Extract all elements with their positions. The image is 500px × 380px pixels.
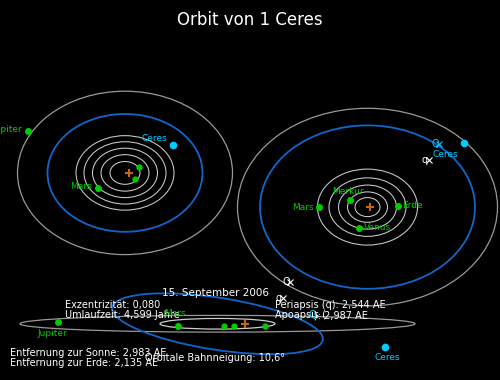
- Text: Venus: Venus: [364, 223, 391, 233]
- Text: Jupiter: Jupiter: [0, 125, 22, 134]
- Text: Apoapsis (: Apoapsis (: [275, 310, 326, 320]
- Text: Jupiter: Jupiter: [38, 329, 68, 338]
- Text: Orbitale Bahnneigung: 10,6°: Orbitale Bahnneigung: 10,6°: [145, 353, 285, 363]
- Text: Mars: Mars: [164, 309, 186, 318]
- Text: Ceres: Ceres: [374, 353, 400, 363]
- Text: 15. September 2006: 15. September 2006: [162, 288, 268, 298]
- Text: ): 2,987 AE: ): 2,987 AE: [314, 310, 368, 320]
- Text: Exzentrizität: 0,080: Exzentrizität: 0,080: [65, 300, 160, 310]
- Text: Q: Q: [308, 310, 316, 320]
- Text: q: q: [276, 293, 282, 303]
- Text: Ceres: Ceres: [433, 150, 458, 159]
- Text: Periapsis (q): 2,544 AE: Periapsis (q): 2,544 AE: [275, 300, 386, 310]
- Text: Orbit von 1 Ceres: Orbit von 1 Ceres: [177, 11, 323, 28]
- Text: Mars: Mars: [70, 182, 92, 191]
- Text: Erde: Erde: [402, 201, 423, 211]
- Text: Umlaufzeit: 4,599 Jahre: Umlaufzeit: 4,599 Jahre: [65, 310, 180, 320]
- Text: Entfernung zur Erde: 2,135 AE: Entfernung zur Erde: 2,135 AE: [10, 358, 158, 368]
- Text: Q: Q: [282, 277, 290, 287]
- Text: Ceres: Ceres: [142, 134, 168, 143]
- Text: Q: Q: [431, 139, 439, 149]
- Text: Entfernung zur Sonne: 2,983 AE: Entfernung zur Sonne: 2,983 AE: [10, 348, 166, 358]
- Text: Merkur: Merkur: [332, 187, 364, 196]
- Text: Mars: Mars: [292, 203, 314, 212]
- Text: q: q: [422, 155, 428, 165]
